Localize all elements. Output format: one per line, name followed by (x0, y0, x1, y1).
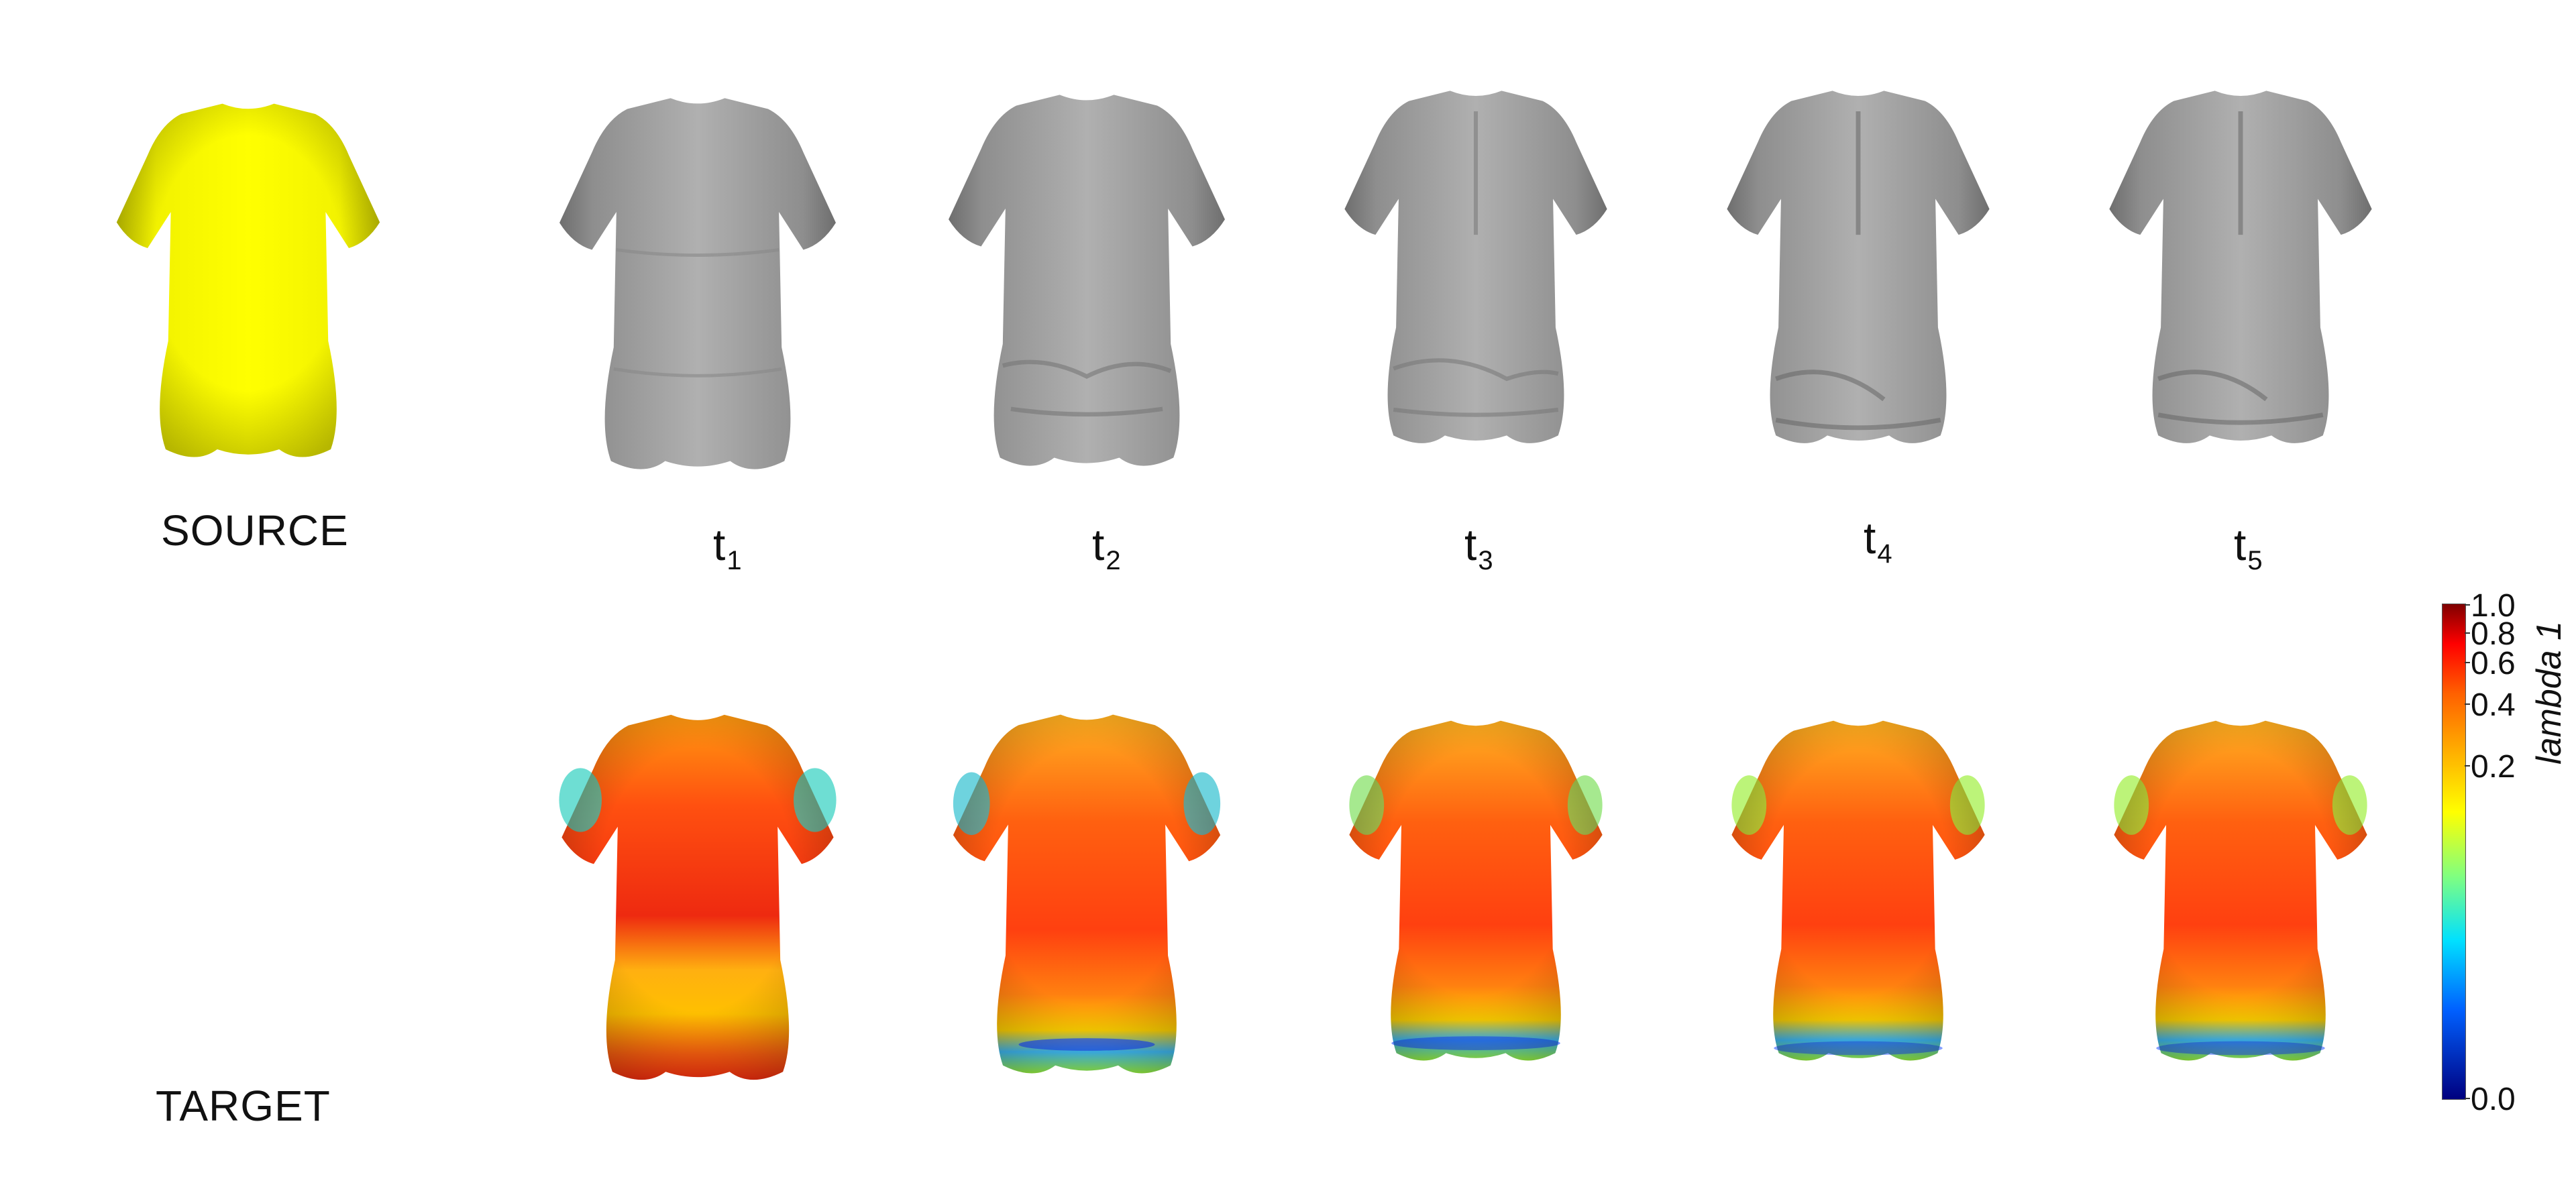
colorbar-tick-0-2: 0.2 (2471, 749, 2516, 785)
heatmap-shirt-t4 (1731, 720, 1985, 1061)
label-t2: t2 (1092, 520, 1121, 575)
colorbar-tickmark (2465, 632, 2470, 634)
target-label: TARGET (156, 1082, 331, 1130)
shirt-t4-mesh (1727, 91, 1990, 443)
colorbar-tick-1-0: 1.0 (2471, 588, 2516, 624)
shirt-t1-mesh (559, 98, 836, 469)
colorbar-title: lambda 1 (2530, 621, 2569, 764)
colorbar (2442, 604, 2466, 1100)
source-label: SOURCE (161, 506, 349, 555)
heatmap-shirt-t1 (559, 714, 837, 1080)
label-t4: t4 (1864, 513, 1892, 569)
colorbar-tickmark (2465, 1098, 2470, 1099)
colorbar-tickmark (2465, 604, 2470, 606)
colorbar-tick-0-0: 0.0 (2471, 1082, 2516, 1117)
colorbar-tickmark (2465, 765, 2470, 767)
shirt-t3-mesh (1344, 91, 1607, 443)
heatmap-shirt-t3 (1349, 720, 1603, 1061)
heatmap-shirt-t5 (2114, 720, 2367, 1061)
source-shirt-mesh (116, 103, 380, 457)
colorbar-tick-0-4: 0.4 (2471, 687, 2516, 723)
shirt-t2-mesh (949, 95, 1225, 466)
shirt-t5-mesh (2109, 91, 2372, 443)
colorbar-tick-0-8: 0.8 (2471, 616, 2516, 652)
heatmap-shirt-t2 (953, 714, 1221, 1074)
colorbar-tickmark (2465, 662, 2470, 663)
label-t3: t3 (1464, 520, 1493, 575)
colorbar-tickmark (2465, 703, 2470, 705)
label-t1: t1 (713, 520, 742, 575)
label-t5: t5 (2234, 520, 2263, 575)
colorbar-tick-0-6: 0.6 (2471, 646, 2516, 681)
